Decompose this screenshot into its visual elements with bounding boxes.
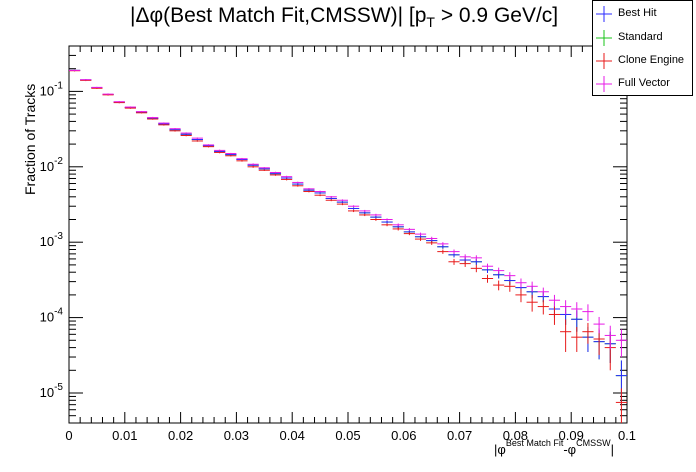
- legend-label: Full Vector: [618, 77, 670, 89]
- legend-item-full-vector: Full Vector: [593, 73, 692, 95]
- series-standard: [69, 69, 627, 405]
- series-best-hit: [69, 69, 627, 405]
- x-tick-label: 0.08: [503, 428, 528, 443]
- legend-item-standard: Standard: [593, 27, 692, 49]
- chart-title: |Δφ(Best Match Fit,CMSSW)| [pT > 0.9 GeV…: [130, 4, 559, 31]
- x-tick-label: 0.03: [224, 428, 249, 443]
- x-tick-label: 0.07: [447, 428, 472, 443]
- legend-item-best-hit: Best Hit: [593, 3, 692, 25]
- legend-marker-clone-engine: [596, 53, 612, 69]
- y-axis-label: Fraction of Tracks: [22, 83, 38, 195]
- y-tick-label: 10-5: [40, 382, 64, 400]
- plot-frame: [68, 45, 628, 424]
- legend-marker-full-vector: [596, 76, 612, 92]
- legend-label: Best Hit: [618, 7, 657, 19]
- y-tick-label: 10-2: [40, 156, 64, 174]
- x-tick-label: 0: [65, 428, 72, 443]
- x-tick-label: 0.04: [280, 428, 305, 443]
- y-tick-label: 10-1: [40, 80, 64, 98]
- x-tick-label: 0.06: [391, 428, 416, 443]
- x-tick-label: 0.01: [112, 428, 137, 443]
- legend-item-clone-engine: Clone Engine: [593, 50, 692, 72]
- legend-marker-best-hit: [596, 6, 612, 22]
- y-tick-label: 10-3: [40, 231, 64, 249]
- x-tick-label: 0.09: [559, 428, 584, 443]
- legend: Best Hit Standard Clone Engine Full Vect…: [592, 0, 693, 96]
- y-tick-label: 10-4: [40, 307, 64, 325]
- x-tick-label: 0.02: [168, 428, 193, 443]
- series-full-vector: [69, 69, 627, 358]
- legend-label: Standard: [618, 31, 663, 43]
- x-tick-label: 0.1: [618, 428, 636, 443]
- x-tick-label: 0.05: [335, 428, 360, 443]
- legend-label: Clone Engine: [618, 54, 685, 66]
- legend-marker-standard: [596, 30, 612, 46]
- series-clone-engine: [69, 70, 627, 423]
- x-axis-label: |φBest Match Fit-φCMSSW|: [494, 438, 614, 457]
